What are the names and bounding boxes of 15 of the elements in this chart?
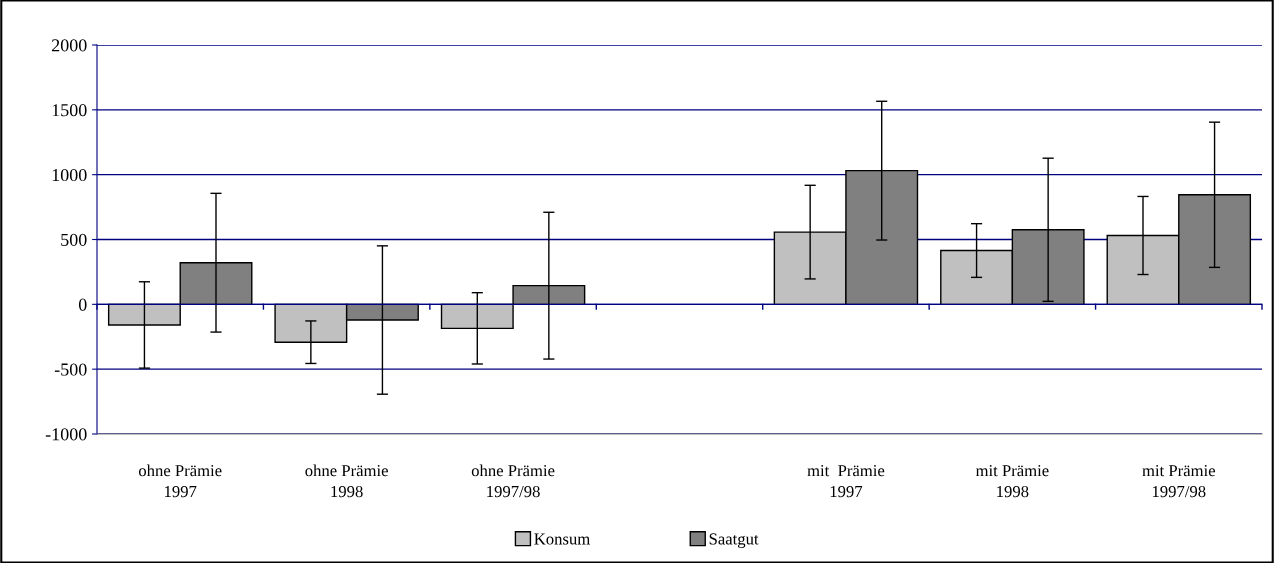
x-tick-label: mit Prämie 1998 xyxy=(975,465,1049,498)
y-tick-label: 0 xyxy=(78,298,87,311)
y-tick-label: -500 xyxy=(54,363,87,376)
y-tick-label: 500 xyxy=(61,233,87,246)
x-tick-label: ohne Prämie 1997/98 xyxy=(471,464,555,498)
y-tick-label: 2000 xyxy=(51,39,87,52)
legend-label: Saatgut xyxy=(709,533,759,548)
x-tick-label: ohne Prämie 1997 xyxy=(138,464,222,498)
legend-label: Konsum xyxy=(534,533,590,545)
y-tick-label: -1000 xyxy=(45,428,87,441)
x-tick-label: ohne Prämie 1998 xyxy=(305,464,388,498)
x-tick-label: mit Prämie 1997/98 xyxy=(1142,465,1216,498)
x-tick-label: mit Prämie 1997 xyxy=(807,465,885,498)
y-tick-label: 1000 xyxy=(52,168,87,182)
y-tick-label: 1500 xyxy=(52,104,87,117)
